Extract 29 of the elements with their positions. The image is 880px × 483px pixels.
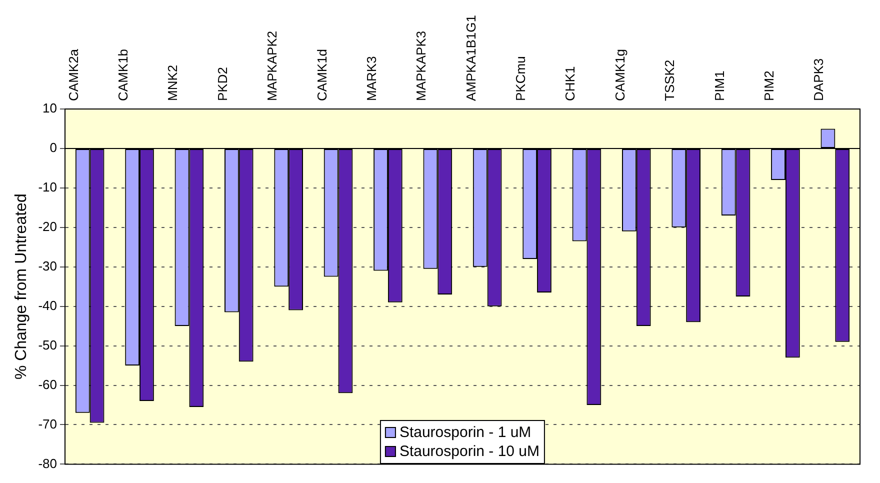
x-tick-label: PKCmu [513,56,528,101]
x-tick-label: MARK3 [364,56,379,101]
y-tick-label: -70 [38,416,57,432]
y-tick-label: 10 [42,100,57,116]
x-tick-label: CHK1 [562,66,578,101]
x-tick-label: MAPKAPK3 [414,30,429,101]
x-tick-label: PKD2 [214,67,230,101]
x-tick-label: TSSK2 [662,60,678,101]
x-tick-label: MNK2 [165,64,180,101]
x-tick-label: CAMK1g [612,48,628,101]
legend-label: Staurosporin - 1 uM [399,423,532,442]
y-tick-label: -40 [38,298,57,313]
x-tick-label: PIM1 [712,70,727,101]
x-tick-label: CAMK1b [116,48,130,101]
x-tick-label: CAMK1d [314,48,330,101]
y-tick-label: -50 [38,337,57,352]
y-tick-label: -80 [38,456,57,471]
x-tick-label: CAMK2a [66,48,81,101]
y-tick-label: -10 [38,180,57,194]
x-tick-label: AMPKA1B1G1 [463,14,478,101]
x-tick-label: PIM2 [761,70,776,101]
x-tick-label: DAPK3 [811,58,826,101]
legend-label: Staurosporin - 10 uM [399,442,540,462]
y-tick-label: -60 [38,376,57,392]
x-tick-label: MAPKAPK2 [264,30,280,101]
y-axis-title: % Change from Untreated [13,194,30,380]
y-tick-label: -20 [38,218,57,234]
y-tick-label: 0 [50,140,57,156]
y-tick-label: -30 [38,258,57,274]
